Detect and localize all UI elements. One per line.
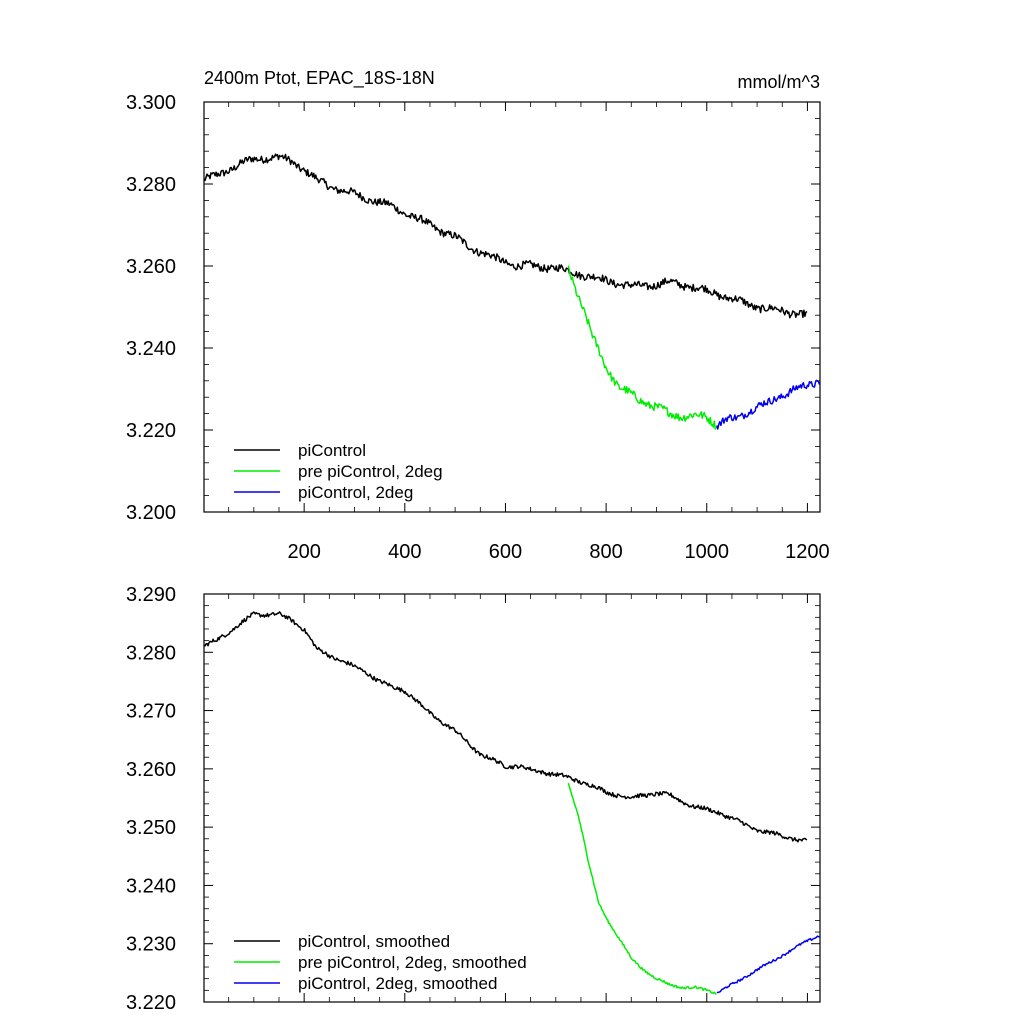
- series-line-picontrol-smoothed: [203, 611, 808, 843]
- legend-label-picontrol: piControl: [298, 441, 366, 460]
- y-tick-label: 3.220: [126, 420, 176, 442]
- bottom-legend: piControl, smoothed pre piControl, 2deg,…: [234, 932, 527, 993]
- series-line-pre-picontrol-2deg: [567, 265, 717, 430]
- legend-label-picontrol-2deg: piControl, 2deg: [298, 483, 413, 502]
- y-tick-label: 3.270: [126, 701, 176, 723]
- y-tick-label: 3.240: [126, 875, 176, 897]
- y-tick-label: 3.260: [126, 759, 176, 781]
- y-tick-label: 3.280: [126, 642, 176, 664]
- series-line-picontrol-2deg-smoothed: [716, 935, 820, 994]
- x-tick-label: 400: [388, 541, 421, 563]
- legend-label-picontrol-2deg-smoothed: piControl, 2deg, smoothed: [298, 974, 497, 993]
- bottom-series-group: [203, 611, 820, 996]
- bottom-chart-panel: 3.220 3.230 3.240 3.250 3.260 3.270 3.280 3.290…: [126, 584, 821, 1014]
- x-tick-label: 800: [589, 541, 622, 563]
- bottom-plot-frame: [203, 593, 821, 1003]
- legend-label-pre-picontrol-2deg-smoothed: pre piControl, 2deg, smoothed: [298, 953, 527, 972]
- units-label: mmol/m^3: [738, 72, 820, 92]
- y-tick-label: 3.240: [126, 338, 176, 360]
- series-line-picontrol: [203, 153, 808, 319]
- top-axis-ticks: 3.200 3.220 3.240 3.260 3.280 3.300 200 400 600 8…: [126, 92, 830, 563]
- top-series-group: [203, 153, 821, 430]
- y-tick-label: 3.280: [126, 174, 176, 196]
- x-tick-label: 1200: [785, 541, 830, 563]
- y-tick-label: 3.260: [126, 256, 176, 278]
- y-tick-label: 3.220: [126, 992, 176, 1014]
- x-tick-label: 600: [489, 541, 522, 563]
- chart-title: 2400m Ptot, EPAC_18S-18N: [204, 68, 435, 89]
- top-legend: piControl pre piControl, 2deg piControl,…: [234, 441, 443, 502]
- x-tick-label: 1000: [685, 541, 730, 563]
- top-chart-panel: 2400m Ptot, EPAC_18S-18N mmol/m^3 3.2003…: [126, 68, 830, 563]
- y-tick-label: 3.230: [126, 934, 176, 956]
- x-tick-label: 200: [287, 541, 320, 563]
- y-tick-label: 3.250: [126, 817, 176, 839]
- legend-label-picontrol-smoothed: piControl, smoothed: [298, 932, 450, 951]
- legend-label-pre-picontrol-2deg: pre piControl, 2deg: [298, 462, 443, 481]
- y-tick-label: 3.290: [126, 584, 176, 606]
- series-line-pre-picontrol-2deg-smoothed: [567, 782, 717, 996]
- bottom-axis-ticks: 3.220 3.230 3.240 3.250 3.260 3.270 3.280 3.290: [126, 584, 820, 1014]
- series-line-picontrol-2deg: [716, 379, 821, 430]
- top-plot-frame: [203, 101, 821, 513]
- y-tick-label: 3.200: [126, 502, 176, 524]
- y-tick-label: 3.300: [126, 92, 176, 114]
